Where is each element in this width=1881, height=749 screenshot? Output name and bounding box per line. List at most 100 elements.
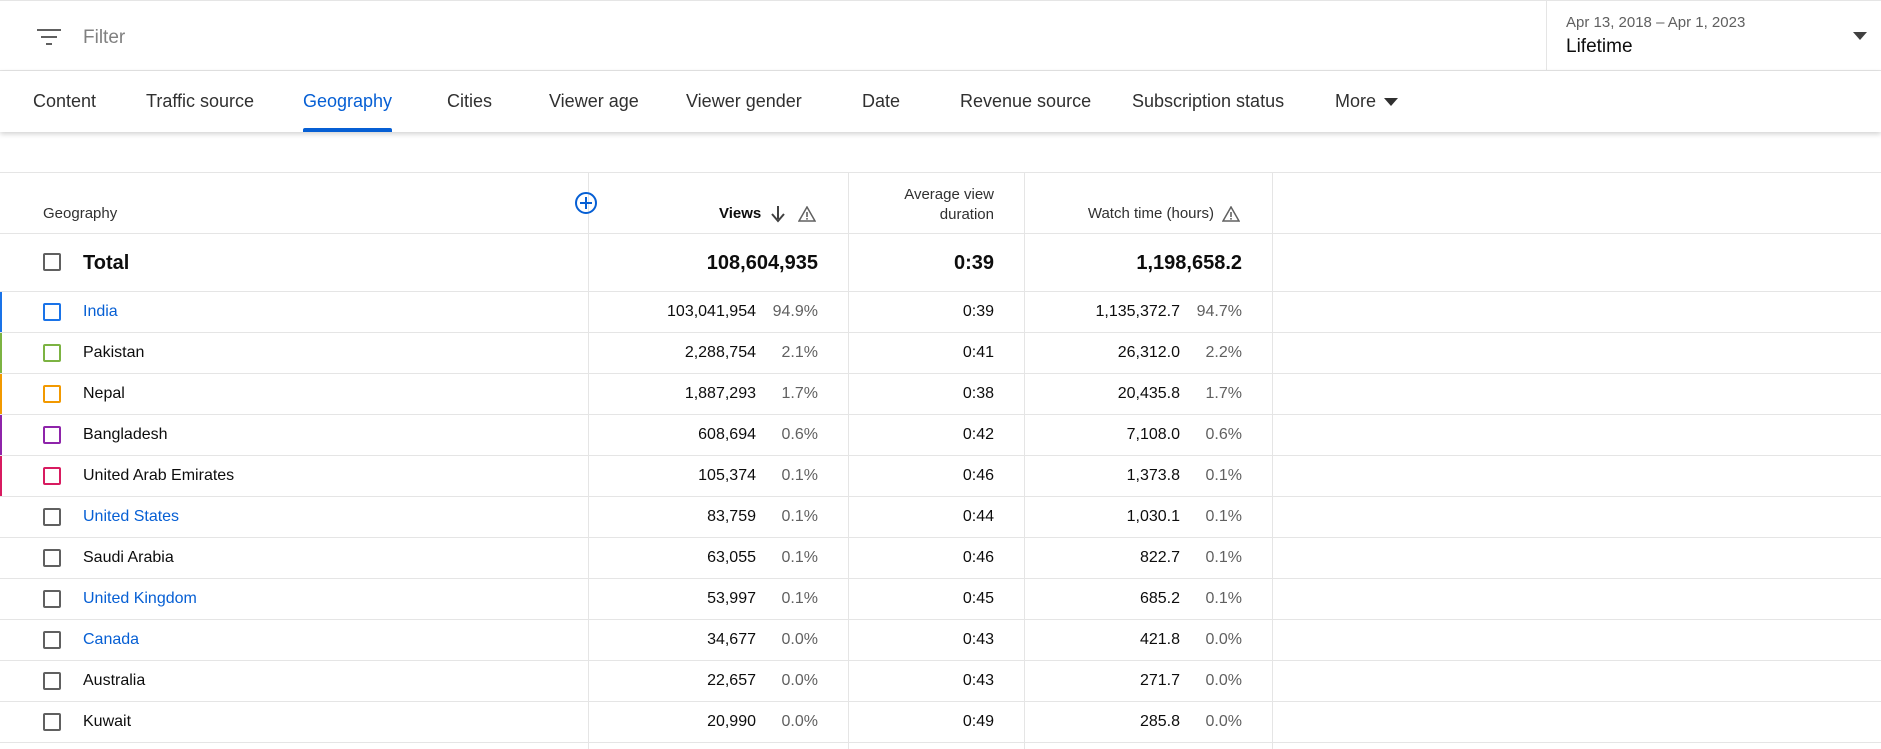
sort-descending-icon[interactable] <box>770 205 786 223</box>
tab-content[interactable]: Content <box>33 91 97 111</box>
watch-time-percent: 0.1% <box>1205 549 1242 566</box>
watch-time-percent: 0.1% <box>1205 467 1242 484</box>
total-row: Total 108,604,935 0:39 1,198,658.2 <box>0 233 1881 292</box>
column-header-watch-time[interactable]: Watch time (hours) <box>1087 205 1214 222</box>
views-percent: 1.7% <box>781 385 818 402</box>
total-checkbox[interactable] <box>43 253 61 271</box>
views-value: 53,997 <box>707 590 756 607</box>
row-checkbox[interactable] <box>43 508 61 526</box>
total-average-view-duration: 0:39 <box>953 252 994 274</box>
tab-viewer-age[interactable]: Viewer age <box>549 91 639 111</box>
total-views: 108,604,935 <box>706 252 818 274</box>
views-value: 103,041,954 <box>667 303 756 320</box>
table-row[interactable]: United Kingdom 53,997 0.1% 0:45 685.2 0.1% <box>0 579 1881 620</box>
column-header-geography[interactable]: Geography <box>43 205 118 222</box>
tab-revenue-source[interactable]: Revenue source <box>960 91 1092 111</box>
series-color-marker <box>0 497 2 537</box>
total-label: Total <box>83 252 130 274</box>
table-row[interactable]: United Arab Emirates 105,374 0.1% 0:46 1,373… <box>0 456 1881 497</box>
average-view-duration-value: 0:42 <box>962 426 994 443</box>
watch-time-value: 20,435.8 <box>1117 385 1180 402</box>
views-value: 63,055 <box>707 549 756 566</box>
tab-geography[interactable]: Geography <box>303 71 393 132</box>
chevron-down-icon[interactable] <box>1853 32 1867 40</box>
row-checkbox[interactable] <box>43 631 61 649</box>
watch-time-percent: 0.0% <box>1205 672 1242 689</box>
column-header-average-view-duration[interactable]: Average view duration <box>904 186 994 223</box>
warning-icon[interactable] <box>1222 206 1240 222</box>
average-view-duration-value: 0:46 <box>962 549 994 566</box>
table-row[interactable]: Bangladesh 608,694 0.6% 0:42 7,108.0 0.6% <box>0 415 1881 456</box>
column-header-views[interactable]: Views <box>719 205 762 222</box>
row-checkbox[interactable] <box>43 426 61 444</box>
watch-time-value: 421.8 <box>1139 631 1180 648</box>
row-checkbox[interactable] <box>43 385 61 403</box>
country-name: Australia <box>83 672 146 689</box>
warning-icon[interactable] <box>798 206 816 222</box>
tab-cities[interactable]: Cities <box>447 91 493 111</box>
table-row[interactable]: Kuwait 20,990 0.0% 0:49 285.8 0.0% <box>0 702 1881 743</box>
row-checkbox[interactable] <box>43 467 61 485</box>
views-value: 20,990 <box>707 713 756 730</box>
table-row[interactable]: Nepal 1,887,293 1.7% 0:38 20,435.8 1.7% <box>0 374 1881 415</box>
column-divider <box>588 172 589 749</box>
row-checkbox[interactable] <box>43 713 61 731</box>
views-percent: 2.1% <box>781 344 818 361</box>
watch-time-value: 7,108.0 <box>1126 426 1180 443</box>
watch-time-percent: 94.7% <box>1196 303 1242 320</box>
average-view-duration-value: 0:39 <box>962 303 994 320</box>
tab-date[interactable]: Date <box>862 91 901 111</box>
country-name[interactable]: Canada <box>83 631 140 648</box>
tab-traffic-source[interactable]: Traffic source <box>146 91 255 111</box>
watch-time-percent: 0.1% <box>1205 508 1242 525</box>
views-percent: 0.1% <box>781 590 818 607</box>
views-percent: 0.1% <box>781 508 818 525</box>
row-checkbox[interactable] <box>43 590 61 608</box>
country-name[interactable]: India <box>83 303 118 320</box>
geography-table: Geography Views Average view duration Wa… <box>0 172 1881 749</box>
average-view-duration-value: 0:43 <box>962 672 994 689</box>
watch-time-value: 685.2 <box>1139 590 1180 607</box>
tab-viewer-gender[interactable]: Viewer gender <box>686 91 802 111</box>
series-color-marker <box>0 415 2 455</box>
row-checkbox[interactable] <box>43 344 61 362</box>
table-row[interactable]: Canada 34,677 0.0% 0:43 421.8 0.0% <box>0 620 1881 661</box>
watch-time-value: 822.7 <box>1139 549 1180 566</box>
watch-time-percent: 0.0% <box>1205 713 1242 730</box>
table-row[interactable]: Australia 22,657 0.0% 0:43 271.7 0.0% <box>0 661 1881 702</box>
add-column-icon[interactable] <box>575 192 597 214</box>
country-name: Bangladesh <box>83 426 168 443</box>
table-row[interactable]: Pakistan 2,288,754 2.1% 0:41 26,312.0 2.2% <box>0 333 1881 374</box>
table-row[interactable]: Saudi Arabia 63,055 0.1% 0:46 822.7 0.1% <box>0 538 1881 579</box>
average-view-duration-value: 0:49 <box>962 713 994 730</box>
country-name: Saudi Arabia <box>83 549 174 566</box>
watch-time-value: 1,373.8 <box>1126 467 1180 484</box>
date-range-picker[interactable]: Apr 13, 2018 – Apr 1, 2023 Lifetime <box>1546 1 1881 72</box>
row-checkbox[interactable] <box>43 549 61 567</box>
filter-icon[interactable] <box>36 27 62 47</box>
series-color-marker <box>0 333 2 373</box>
column-divider <box>848 172 849 749</box>
tab-subscription-status[interactable]: Subscription status <box>1132 91 1285 111</box>
row-checkbox[interactable] <box>43 672 61 690</box>
tab-more[interactable]: More <box>1335 71 1399 132</box>
date-range-text: Apr 13, 2018 – Apr 1, 2023 <box>1566 14 1746 31</box>
row-checkbox[interactable] <box>43 303 61 321</box>
country-name[interactable]: United States <box>83 508 180 525</box>
total-watch-time: 1,198,658.2 <box>1136 252 1242 274</box>
watch-time-percent: 1.7% <box>1205 385 1242 402</box>
table-row[interactable]: United States 83,759 0.1% 0:44 1,030.1 0.1% <box>0 497 1881 538</box>
country-name[interactable]: United Kingdom <box>83 590 197 607</box>
views-percent: 0.6% <box>781 426 818 443</box>
views-percent: 0.0% <box>781 713 818 730</box>
watch-time-value: 285.8 <box>1139 713 1180 730</box>
column-divider <box>1272 172 1273 749</box>
chevron-down-icon <box>1384 98 1399 107</box>
country-name: United Arab Emirates <box>83 467 235 484</box>
series-color-marker <box>0 661 2 701</box>
series-color-marker <box>0 538 2 578</box>
table-row[interactable]: India 103,041,954 94.9% 0:39 1,135,372.7 94.7… <box>0 292 1881 333</box>
filter-input[interactable]: Filter <box>83 27 126 48</box>
average-view-duration-value: 0:46 <box>962 467 994 484</box>
watch-time-value: 1,030.1 <box>1126 508 1180 525</box>
